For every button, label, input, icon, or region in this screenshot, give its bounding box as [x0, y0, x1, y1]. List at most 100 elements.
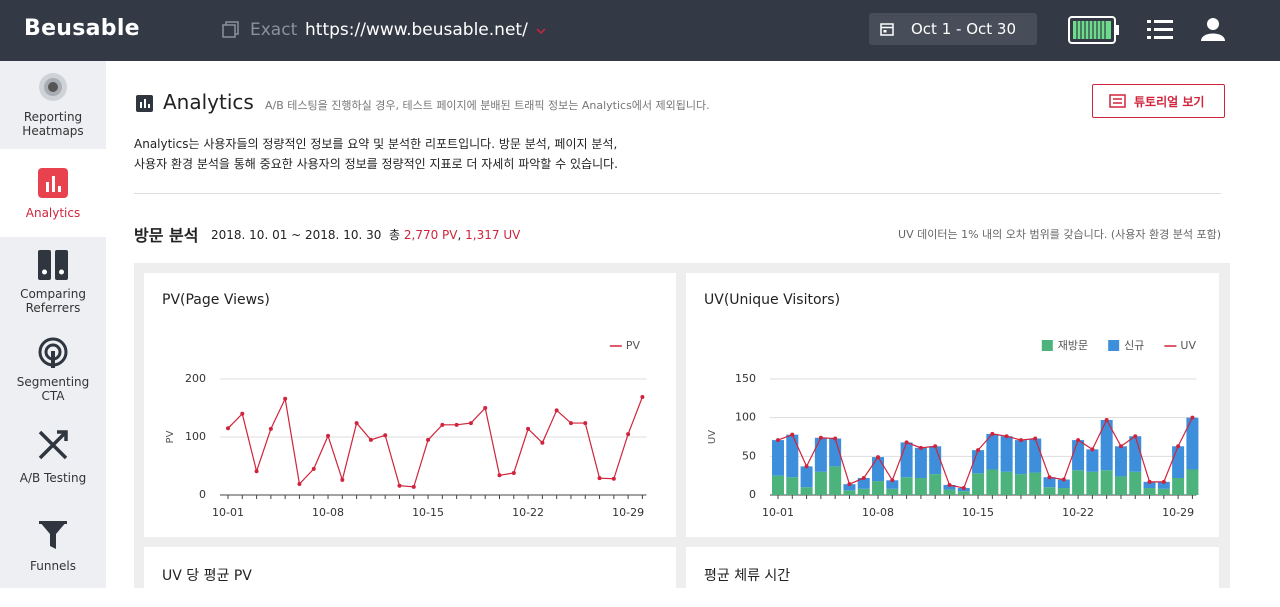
x-tick-label: 10-22 [512, 506, 544, 519]
y-tick-label: 0 [749, 488, 756, 501]
y-axis-label: UV [707, 430, 718, 444]
x-tick-label: 10-15 [412, 506, 444, 519]
point [1118, 444, 1123, 449]
bar-segment [1172, 477, 1185, 495]
point [1190, 415, 1195, 420]
point [583, 421, 588, 426]
point [1104, 417, 1109, 422]
bar-segment [772, 440, 784, 476]
dropdown-caret [536, 28, 546, 35]
nav-item[interactable]: Segmenting CTA [0, 325, 106, 413]
chart-title: PV(Page Views) [162, 292, 270, 308]
point [568, 421, 573, 426]
bar-segment [1143, 481, 1156, 489]
bar-segment [1014, 474, 1027, 495]
segment-icon [38, 337, 68, 368]
bar-segment [1072, 440, 1085, 471]
point [861, 475, 866, 480]
point [818, 435, 823, 440]
x-tick-label: 10-01 [762, 506, 794, 519]
point [397, 483, 402, 488]
menu-icon[interactable] [1147, 18, 1173, 42]
point [1004, 434, 1009, 439]
point [440, 422, 445, 427]
match-type[interactable]: Exact [250, 20, 298, 40]
point [240, 411, 245, 416]
point [626, 432, 631, 437]
legend-label: UV [1180, 339, 1196, 352]
bar-segment [1043, 487, 1056, 495]
point [1076, 438, 1081, 443]
bar-segment [1157, 481, 1170, 489]
point [611, 476, 616, 481]
bar-segment [972, 450, 985, 474]
logo[interactable]: Beusable [24, 16, 140, 41]
point [804, 464, 809, 469]
legend-swatch [1108, 340, 1120, 351]
point [1090, 447, 1095, 452]
point [383, 433, 388, 438]
nav-item[interactable]: Reporting Heatmaps [0, 61, 106, 149]
bar-segment [829, 438, 842, 467]
pv-total: 2,770 PV [403, 228, 458, 242]
funnel-icon [39, 521, 67, 549]
bar-segment [1114, 446, 1127, 477]
point [1133, 434, 1138, 439]
point [947, 482, 952, 487]
bar-segment [900, 477, 913, 495]
compare-icon [38, 250, 68, 280]
bar-segment [1129, 436, 1142, 472]
bar-segment [1100, 419, 1113, 471]
description-line: Analytics는 사용자들의 정량적인 정보를 요약 및 분석한 리포트입니… [134, 137, 618, 151]
point [976, 448, 981, 453]
x-tick-label: 10-08 [862, 506, 894, 519]
bar-segment [1172, 446, 1185, 478]
point [640, 394, 645, 399]
point [1047, 475, 1052, 480]
point [1161, 479, 1166, 484]
bar-segment [857, 477, 870, 489]
bar-segment [929, 446, 942, 475]
chart-card: 평균 체류 시간 [686, 547, 1219, 607]
divider [134, 193, 1221, 194]
bar-segment [1100, 470, 1113, 495]
point [918, 445, 923, 450]
bar-segment [1186, 469, 1199, 495]
point [483, 406, 488, 410]
y-axis-label: PV [165, 430, 176, 443]
card-title: 평균 체류 시간 [704, 568, 791, 584]
point [268, 426, 273, 431]
heatmap-icon [39, 73, 67, 101]
chart-title: UV(Unique Visitors) [704, 292, 840, 308]
bar-segment [914, 477, 927, 495]
legend-label: PV [626, 339, 641, 352]
bar-segment [1072, 470, 1085, 495]
nav-label: A/B Testing [19, 471, 87, 485]
bar-segment [1029, 472, 1042, 495]
y-tick-label: 200 [185, 372, 206, 385]
bar-segment [814, 437, 827, 472]
nav-item[interactable]: A/B Testing [0, 413, 106, 501]
page: { "topbar": {"logo": "Beusable", "match"… [0, 0, 1280, 588]
account-icon[interactable] [1201, 17, 1225, 41]
x-tick-label: 10-15 [962, 506, 994, 519]
nav-item[interactable]: Analytics [0, 149, 106, 237]
chart: PV(Page Views) PV 0 100 200 10-01 10-08 10-15 10… [162, 292, 647, 519]
bar-segment [843, 490, 856, 495]
description-line: 사용자 환경 분석을 통해 중요한 사용자의 정보를 정량적인 지표로 더 자세… [134, 157, 618, 171]
point [411, 484, 416, 489]
ab-icon [38, 430, 68, 460]
point [833, 436, 838, 441]
bar-segment [872, 481, 885, 495]
tutorial-button[interactable]: 튜토리얼 보기 [1092, 84, 1225, 118]
date-range: Oct 1 - Oct 30 [911, 20, 1016, 38]
nav-item[interactable]: Comparing Referrers [0, 237, 106, 325]
bar-segment [929, 474, 942, 495]
date-picker[interactable]: Oct 1 - Oct 30 [869, 13, 1037, 45]
bar-segment [786, 477, 799, 495]
point [1176, 444, 1181, 449]
nav-item[interactable]: Funnels [0, 501, 106, 589]
point [368, 437, 373, 442]
url-select[interactable]: https://www.beusable.net/ [305, 20, 528, 40]
nav-label: Reporting Heatmaps [22, 110, 84, 138]
